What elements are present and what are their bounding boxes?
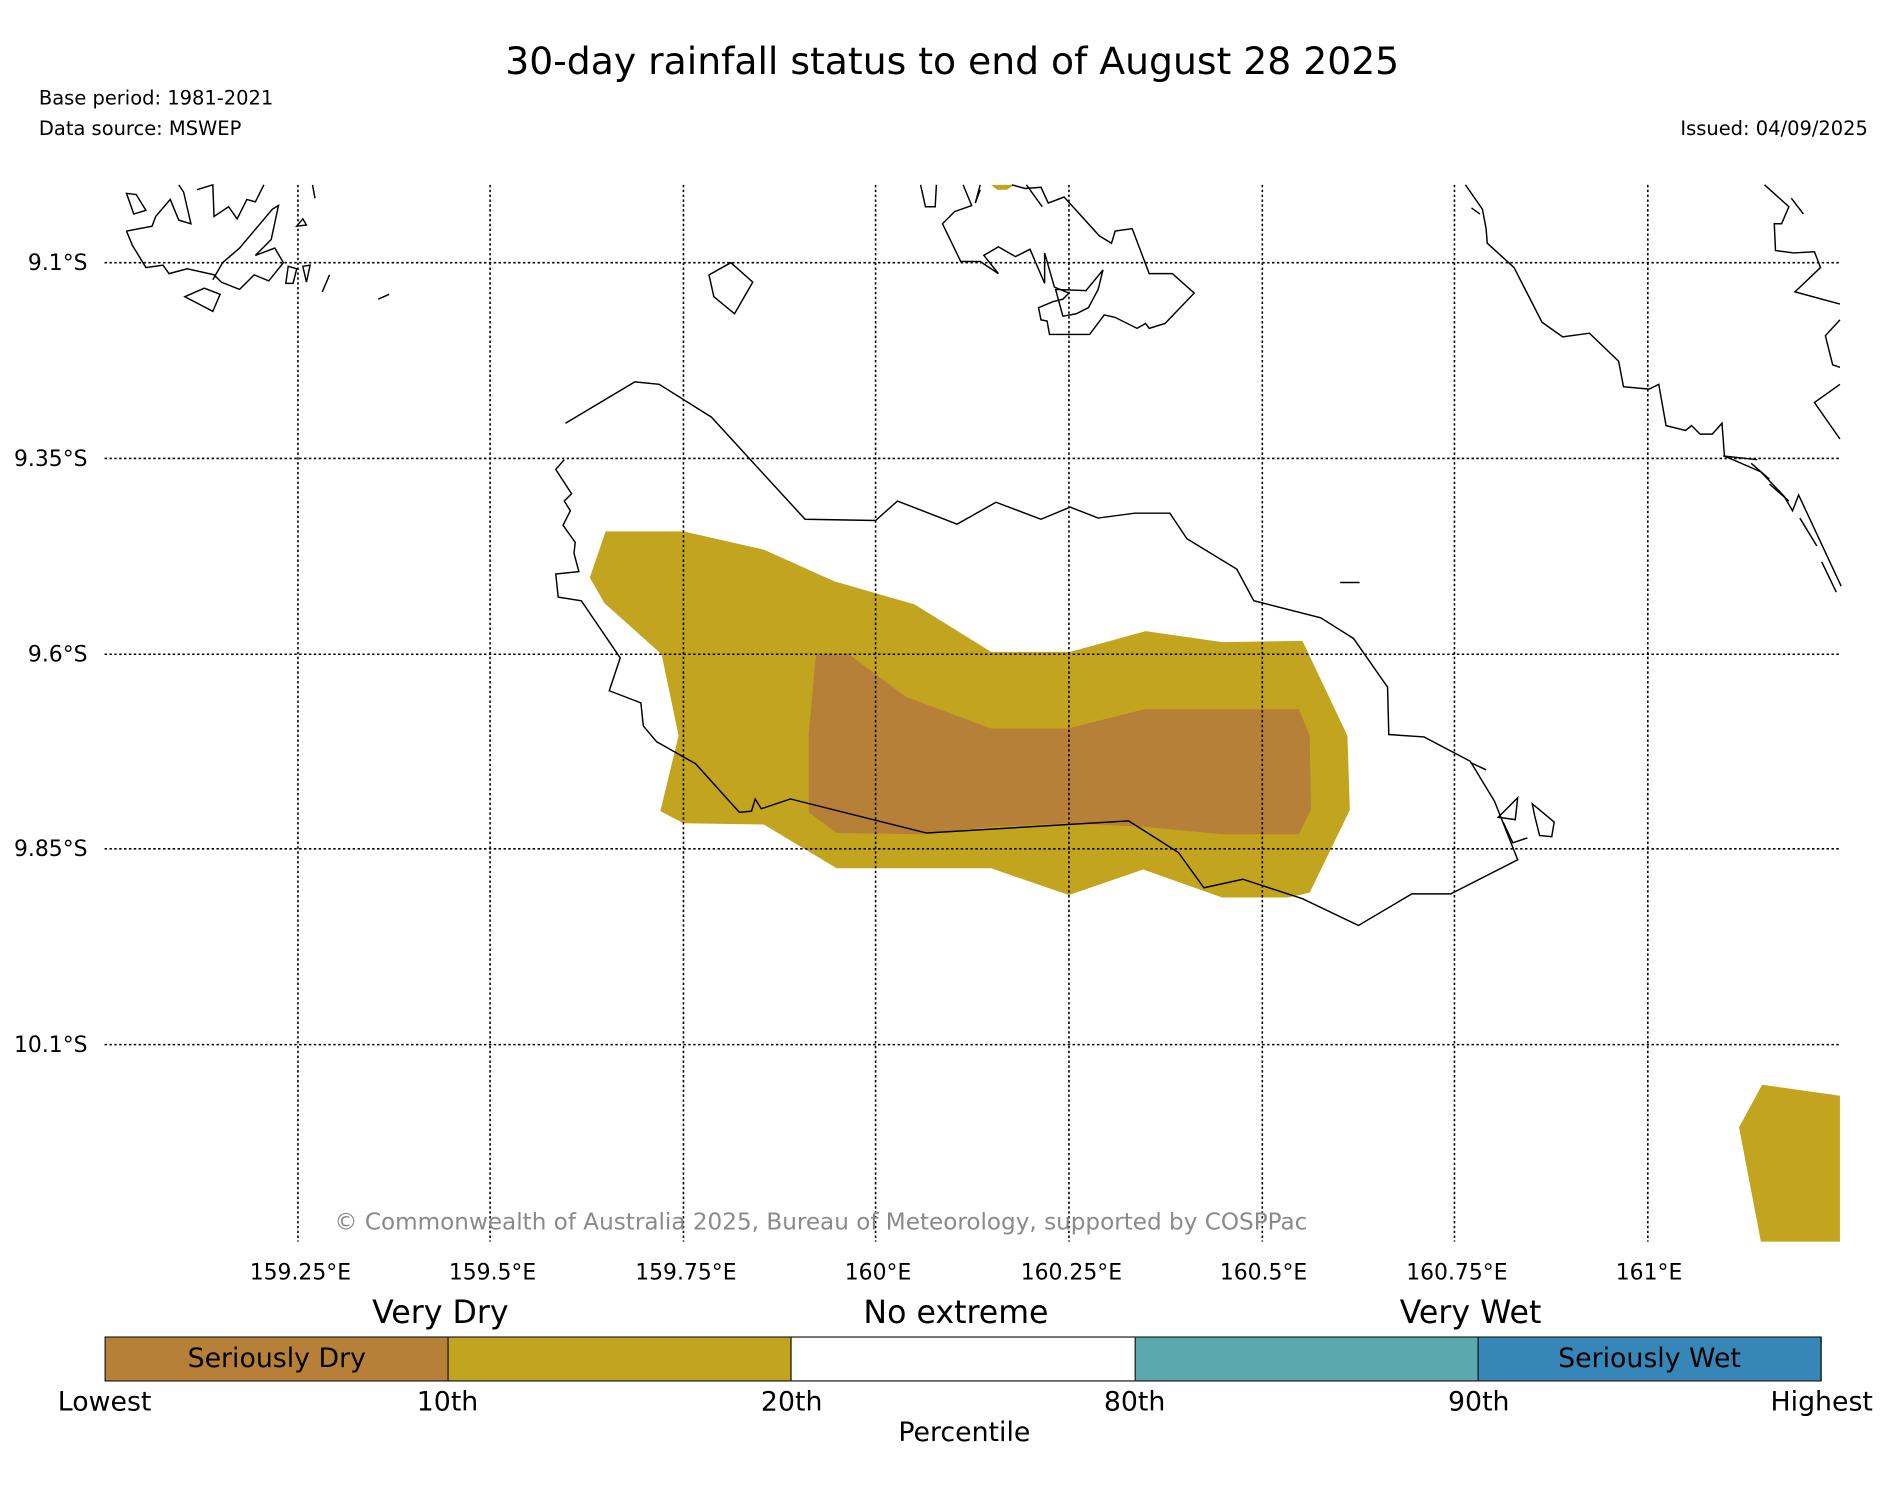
savo-coast: [708, 261, 754, 315]
lon-label: 159.5°E: [449, 1260, 536, 1285]
lon-label: 160.5°E: [1220, 1260, 1307, 1285]
russell-islands-coast: [125, 183, 285, 291]
data-source-note: Data source: MSWEP: [38, 116, 242, 140]
colorbar-segment-very-wet: [1135, 1337, 1479, 1381]
colorbar-tick-label: Highest: [1770, 1387, 1873, 1418]
legend-group-very-wet: Very Wet: [1399, 1295, 1542, 1332]
lon-label: 160.75°E: [1406, 1260, 1507, 1285]
very-dry-region-southeast: [1739, 1084, 1840, 1242]
colorbar-axis-label: Percentile: [898, 1417, 1031, 1449]
map-title: 30-day rainfall status to end of August …: [505, 40, 1400, 84]
segment-label: Seriously Wet: [1558, 1343, 1741, 1375]
lon-label: 159.25°E: [250, 1260, 351, 1285]
guadalcanal-coast: [554, 381, 1519, 927]
colorbar-tick-label: 80th: [1103, 1387, 1166, 1418]
nggela-islands-coast: [919, 184, 1196, 336]
lon-label: 160°E: [845, 1260, 912, 1285]
colorbar-segment-no-extreme: [792, 1337, 1136, 1381]
legend-colorbar: Seriously Dry Seriously Wet: [104, 1336, 1822, 1382]
russell-islet: [183, 287, 222, 313]
segment-label: Seriously Dry: [187, 1343, 366, 1375]
seriously-dry-region: [808, 654, 1311, 835]
lat-label: 9.35°S: [14, 447, 88, 472]
lat-label: 9.85°S: [14, 837, 88, 862]
colorbar-tick-label: 20th: [760, 1387, 823, 1418]
russell-islet-3: [311, 184, 390, 300]
lon-label: 159.75°E: [635, 1260, 736, 1285]
lat-label: 9.6°S: [28, 643, 88, 668]
nggela-islet: [1054, 269, 1104, 318]
base-period-note: Base period: 1981-2021: [38, 86, 274, 110]
graticule: [104, 184, 1840, 1242]
copyright-notice: © Commonwealth of Australia 2025, Bureau…: [334, 1208, 1308, 1236]
russell-islet-2: [284, 264, 312, 285]
colorbar-tick-label: 90th: [1448, 1387, 1510, 1418]
legend-group-very-dry: Very Dry: [372, 1295, 509, 1332]
colorbar-segment-seriously-wet: Seriously Wet: [1478, 1337, 1821, 1381]
legend-group-no-extreme: No extreme: [863, 1295, 1049, 1332]
colorbar-tick-label: 10th: [416, 1387, 479, 1418]
colorbar-segment-seriously-dry: Seriously Dry: [105, 1337, 449, 1381]
coastlines: [125, 183, 1842, 927]
lon-label: 161°E: [1616, 1260, 1683, 1285]
colorbar-tick-label: Lowest: [57, 1387, 152, 1418]
lat-label: 10.1°S: [14, 1033, 88, 1058]
russell-islet-4: [294, 217, 308, 228]
malaita-east-coast: [1764, 184, 1841, 440]
very-dry-region-north: [991, 184, 1015, 190]
colorbar-segment-very-dry: [448, 1337, 793, 1381]
marau-islets: [1469, 761, 1555, 844]
rainfall-map: 9.1°S 9.35°S 9.6°S 9.85°S 10.1°S 159.25°…: [14, 183, 1842, 1285]
lat-label: 9.1°S: [28, 251, 88, 276]
issued-date: Issued: 04/09/2025: [1680, 116, 1868, 140]
lon-label: 160.25°E: [1021, 1260, 1122, 1285]
